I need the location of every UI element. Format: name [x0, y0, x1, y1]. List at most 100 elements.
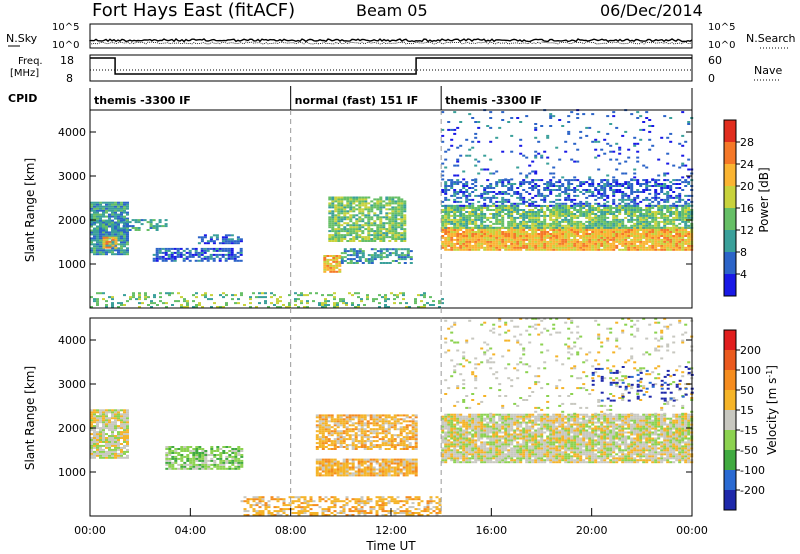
data-cell — [346, 258, 350, 261]
data-cell — [215, 249, 219, 252]
data-cell — [663, 200, 667, 203]
data-cell — [651, 200, 655, 203]
data-cell — [378, 418, 382, 421]
data-cell — [471, 233, 475, 235]
data-cell — [318, 446, 322, 448]
data-cell — [522, 214, 526, 217]
data-cell — [219, 461, 223, 464]
data-cell — [639, 115, 643, 118]
data-cell — [385, 214, 389, 217]
data-cell — [510, 189, 514, 191]
data-cell — [338, 268, 342, 271]
data-cell — [159, 300, 162, 303]
data-cell — [501, 211, 505, 213]
data-cell — [114, 415, 117, 418]
data-cell — [528, 226, 532, 229]
data-cell — [507, 179, 511, 182]
data-cell — [373, 206, 377, 209]
data-cell — [582, 207, 586, 209]
data-cell — [189, 446, 193, 448]
data-cell — [321, 428, 325, 431]
data-cell — [483, 168, 487, 171]
data-cell — [672, 235, 676, 237]
data-cell — [96, 245, 99, 248]
data-cell — [123, 411, 126, 414]
data-cell — [504, 235, 508, 237]
data-cell — [231, 450, 235, 452]
data-cell — [195, 455, 199, 458]
data-cell — [681, 244, 685, 247]
data-cell — [660, 183, 664, 185]
data-cell — [552, 200, 556, 203]
data-cell — [660, 226, 664, 229]
data-cell — [654, 198, 658, 201]
data-cell — [384, 306, 387, 308]
data-cell — [177, 454, 181, 456]
data-cell — [378, 432, 382, 435]
data-cell — [591, 242, 595, 245]
data-cell — [603, 242, 607, 245]
data-cell — [453, 242, 457, 245]
nsearch-label: N.Search — [746, 32, 796, 45]
data-cell — [321, 438, 325, 441]
data-cell — [327, 426, 331, 429]
data-cell — [579, 244, 583, 247]
data-cell — [378, 444, 382, 447]
data-cell — [486, 242, 490, 245]
data-cell — [366, 298, 369, 301]
data-cell — [543, 216, 547, 219]
data-cell — [240, 448, 244, 450]
data-cell — [687, 233, 691, 235]
data-cell — [99, 231, 102, 234]
data-cell — [642, 216, 646, 219]
data-cell — [369, 422, 373, 425]
data-cell — [188, 259, 192, 262]
data-cell — [651, 220, 655, 223]
data-cell — [627, 202, 631, 205]
data-cell — [382, 256, 386, 259]
data-cell — [471, 235, 475, 237]
data-cell — [558, 220, 562, 223]
data-cell — [612, 189, 616, 191]
data-cell — [546, 242, 550, 245]
data-cell — [675, 242, 679, 245]
data-cell — [648, 222, 652, 225]
data-cell — [474, 209, 478, 211]
data-cell — [336, 420, 340, 423]
data-cell — [522, 238, 526, 241]
data-cell — [567, 187, 571, 189]
data-cell — [219, 463, 223, 466]
data-cell — [582, 214, 586, 217]
data-cell — [543, 189, 547, 191]
data-cell — [114, 242, 118, 245]
data-cell — [522, 222, 526, 225]
data-cell — [360, 446, 364, 448]
data-cell — [624, 209, 628, 211]
data-cell — [453, 207, 457, 209]
data-cell — [450, 209, 454, 211]
data-cell — [358, 228, 362, 231]
data-cell — [468, 231, 472, 233]
data-cell — [108, 448, 111, 451]
data-cell — [355, 224, 359, 227]
data-cell — [158, 225, 162, 228]
data-cell — [364, 208, 368, 211]
data-cell — [198, 463, 202, 466]
data-cell — [537, 140, 541, 143]
data-cell — [663, 222, 667, 225]
data-cell — [480, 233, 484, 235]
data-cell — [441, 229, 445, 231]
data-cell — [465, 248, 469, 251]
data-cell — [155, 223, 159, 226]
data-cell — [606, 204, 610, 207]
data-cell — [328, 226, 332, 229]
data-cell — [218, 253, 222, 256]
data-cell — [663, 246, 667, 249]
data-cell — [230, 253, 234, 256]
data-cell — [681, 204, 685, 207]
data-cell — [678, 187, 682, 189]
data-cell — [378, 424, 382, 427]
data-cell — [367, 214, 371, 217]
data-cell — [651, 224, 655, 227]
data-cell — [126, 211, 129, 214]
